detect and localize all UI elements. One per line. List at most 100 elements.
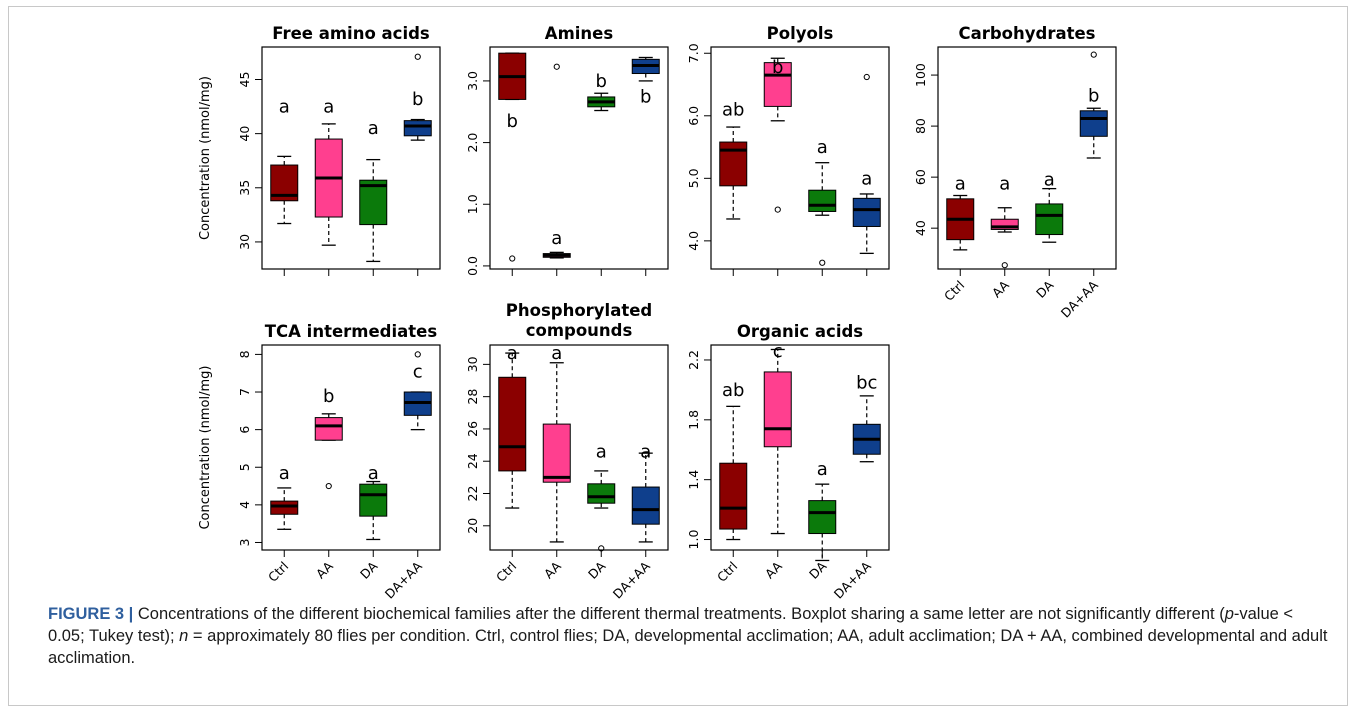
x-tick-label: Ctrl: [714, 559, 740, 585]
outlier-point: [819, 259, 826, 266]
y-tick-label: 26: [465, 421, 480, 437]
y-tick-label: 28: [465, 389, 480, 405]
y-tick-label: 4.0: [686, 231, 701, 251]
caption-text-3: = approximately 80 flies per condition. …: [48, 627, 1328, 667]
box-DA: [808, 189, 837, 212]
plot-frame: [489, 46, 669, 270]
chart-title: TCA intermediates: [265, 322, 438, 341]
y-tick-label: 2.2: [686, 350, 701, 370]
significance-letter: a: [368, 463, 379, 484]
box-AA: [990, 218, 1019, 230]
caption-text-1: Concentrations of the different biochemi…: [133, 605, 1225, 623]
x-tick-label: DA: [585, 558, 609, 582]
y-tick-label: 0.0: [465, 256, 480, 276]
plot-frame: [937, 46, 1117, 270]
chart-title: Amines: [545, 24, 614, 43]
significance-letter: c: [413, 361, 423, 382]
outlier-point: [1090, 51, 1097, 58]
y-tick-label: 40: [913, 220, 928, 236]
chart-title-line2: compounds: [526, 321, 633, 340]
y-tick-label: 30: [237, 234, 252, 250]
chart-title: Free amino acids: [272, 24, 430, 43]
y-tick-label: 40: [237, 126, 252, 142]
chart-title-line1: Phosphorylated: [506, 301, 652, 320]
box-DA: [359, 179, 388, 226]
box-DA: [587, 483, 616, 504]
x-tick-label: AA: [989, 277, 1012, 300]
chart-title: Polyols: [767, 24, 834, 43]
y-tick-label: 35: [237, 180, 252, 196]
chart-title: Carbohydrates: [958, 24, 1095, 43]
y-tick-label: 24: [465, 453, 480, 469]
plot-frame: [261, 46, 441, 270]
box-Ctrl: [719, 141, 748, 187]
box-DA+AA: [403, 120, 432, 137]
significance-letter: a: [279, 463, 290, 484]
figure-canvas: Free amino acids 30 35 40 45 Concentration (n…: [198, 24, 1117, 600]
caption-p-symbol: p: [1224, 605, 1234, 623]
x-tick-label: DA+AA: [382, 558, 425, 600]
significance-letter: c: [773, 341, 783, 362]
caption-n-symbol: n: [179, 627, 189, 645]
y-tick-label: 7.0: [686, 43, 701, 63]
panel-2: Polyols 4.0 5.0 6.0 7.0 ab b a a: [686, 24, 890, 276]
y-tick-label: 1.0: [465, 194, 480, 214]
outlier-point: [598, 545, 605, 552]
significance-letter: a: [279, 97, 290, 118]
box-Ctrl: [270, 500, 299, 515]
y-tick-label: 60: [913, 169, 928, 185]
significance-letter: ab: [722, 100, 744, 121]
box-AA: [763, 62, 792, 107]
y-tick-label: 1.0: [686, 530, 701, 550]
box-DA: [808, 500, 837, 535]
plot-frame: [710, 46, 890, 270]
box-DA: [1035, 203, 1064, 236]
significance-letter: a: [817, 137, 828, 158]
chart-title: Organic acids: [737, 322, 863, 341]
x-tick-label: DA+AA: [610, 558, 653, 600]
significance-letter: a: [955, 174, 966, 195]
box-DA+AA: [631, 486, 660, 525]
y-tick-label: 3: [237, 539, 252, 547]
x-tick-label: DA+AA: [1058, 277, 1101, 320]
y-tick-label: 2.0: [465, 133, 480, 153]
panel-4: TCA intermediates 3 4 5 6 7 8 Concentration (nm…: [198, 322, 441, 600]
significance-letter: a: [817, 459, 828, 480]
figure-caption: FIGURE 3 | Concentrations of the differe…: [48, 603, 1333, 669]
outlier-point: [414, 351, 421, 358]
y-axis-label: Concentration (nmol/mg): [198, 365, 213, 529]
x-tick-label: AA: [541, 558, 564, 581]
y-tick-label: 45: [237, 72, 252, 88]
significance-letter: ab: [722, 380, 744, 401]
significance-letter: b: [596, 71, 607, 92]
x-tick-label: DA: [357, 558, 381, 582]
x-tick-label: AA: [313, 558, 336, 581]
plot-frame: [261, 344, 441, 551]
x-tick-label: Ctrl: [493, 559, 519, 585]
y-tick-label: 22: [465, 486, 480, 502]
y-tick-label: 3.0: [465, 71, 480, 91]
box-DA: [359, 483, 388, 517]
x-tick-label: DA: [1033, 277, 1057, 301]
box-DA+AA: [852, 197, 881, 227]
x-tick-label: DA: [806, 558, 830, 582]
significance-letter: a: [596, 442, 607, 463]
caption-text-2: -value < 0.05; Tukey test);: [48, 605, 1294, 645]
panel-0: Free amino acids 30 35 40 45 Concentration (n…: [198, 24, 441, 276]
y-axis-label: Concentration (nmol/mg): [198, 76, 213, 240]
y-tick-label: 7: [237, 388, 252, 396]
outlier-point: [414, 53, 421, 60]
significance-letter: a: [551, 343, 562, 364]
y-tick-label: 1.8: [686, 410, 701, 430]
significance-letter: a: [551, 228, 562, 249]
box-Ctrl: [719, 462, 748, 530]
x-tick-label: Ctrl: [941, 278, 967, 304]
outlier-point: [863, 73, 870, 81]
y-tick-label: 6: [237, 426, 252, 434]
x-tick-label: DA+AA: [831, 558, 874, 600]
significance-letter: b: [640, 86, 651, 107]
outlier-point: [325, 482, 332, 490]
x-tick-label: Ctrl: [265, 559, 291, 585]
